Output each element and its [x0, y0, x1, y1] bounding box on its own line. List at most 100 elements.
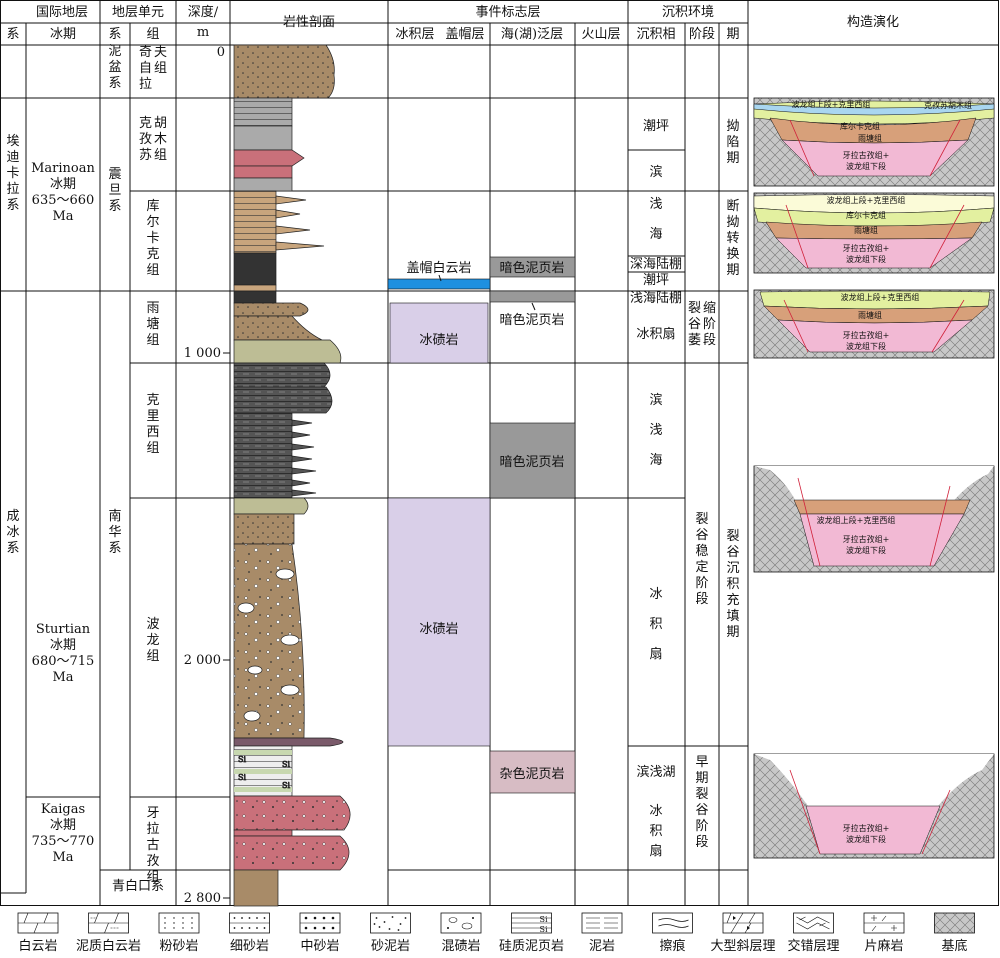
- system-ediacaran: 埃迪卡拉系: [6, 134, 19, 213]
- p1-base: 牙拉古孜组+: [843, 150, 890, 160]
- litho-qizi: [233, 44, 335, 99]
- header-stage: 阶段: [689, 27, 715, 42]
- stage-early-rift: 早期裂谷阶段: [695, 755, 708, 850]
- period-depression: 拗陷期: [726, 119, 739, 166]
- litho-clast-6: [243, 710, 261, 722]
- p4-base: 牙拉古孜组+: [843, 534, 890, 544]
- p2-kuer: 库尔卡克组: [846, 210, 886, 220]
- glacial-kaigas-label: 冰期: [50, 818, 76, 833]
- legend-item-dolomite: 白云岩: [17, 912, 59, 954]
- litho-keqi-dolomite-2: [233, 125, 293, 151]
- glacial-marinoan-age: 635～660: [32, 193, 95, 208]
- group-kuer: 库尔卡克组: [146, 198, 159, 278]
- group-keqi: 克孜苏胡木组: [139, 116, 167, 163]
- stage-column: 裂谷萎缩阶段 裂谷稳定阶段 早期裂谷阶段: [688, 300, 716, 850]
- header-depth-unit: m: [197, 25, 209, 40]
- glacial-kaigas-name: Kaigas: [41, 802, 85, 817]
- litho-clast-3: [280, 634, 300, 646]
- mixed-shale-bar: [489, 750, 576, 794]
- header-system: 系: [6, 27, 19, 42]
- header-glacial-layer: 冰积层: [395, 27, 434, 42]
- facies-littoral-shallow: 滨浅海: [649, 392, 662, 468]
- svg-text:Si: Si: [540, 925, 548, 934]
- legend-item-mudstone: 泥岩: [581, 912, 623, 954]
- header-intl-strat: 国际地层: [36, 5, 88, 20]
- si-label-4: Si: [282, 781, 290, 790]
- legend-label: 白云岩: [18, 938, 57, 954]
- legend-label: 泥岩: [589, 939, 615, 954]
- litho-kuer-sand: [233, 190, 277, 254]
- facies-glacial-fan-3: 冰积扇: [649, 804, 662, 859]
- p1-base2: 波龙组下段: [846, 161, 886, 171]
- group-yutang: 雨塘组: [146, 301, 159, 348]
- facies-shallow-sea: 浅海: [649, 197, 662, 242]
- p5-base2: 波龙组下段: [846, 834, 886, 844]
- glacial-marinoan-unit: Ma: [52, 209, 73, 224]
- cap-dolomite-bar: [387, 278, 491, 290]
- depth-2000: 2 000: [184, 653, 221, 668]
- glacial-marinoan-label: 冰期: [50, 177, 76, 192]
- litho-kelixi-2: [233, 386, 333, 414]
- facies-tidal-flat-2: 潮坪: [643, 273, 669, 288]
- groups-column: 奇自拉夫组 克孜苏胡木组 库尔卡克组 雨塘组 克里西组 波龙组 牙拉古孜组: [139, 44, 167, 885]
- facies-littoral-1: 滨: [649, 164, 662, 180]
- legend-label: 片麻岩: [864, 939, 903, 954]
- p4-base2: 波龙组下段: [846, 545, 886, 555]
- stage-rift-stable: 裂谷稳定阶段: [695, 512, 708, 607]
- legend-label: 基底: [941, 938, 967, 954]
- header-tectonic: 构造演化: [847, 14, 899, 30]
- event-dark-shale-1: 暗色泥页岩: [499, 260, 564, 276]
- lithologic-column: Si Si Si Si: [233, 44, 351, 907]
- header-litho: 岩性剖面: [283, 15, 335, 30]
- glacial-kaigas-age: 735～770: [32, 834, 95, 849]
- header-glacial: 冰期: [50, 27, 76, 42]
- litho-yutang-sand-2: [233, 315, 323, 341]
- depth-2800: 2 800: [184, 891, 221, 906]
- legend-label: 细砂岩: [230, 939, 269, 954]
- litho-kuer-thin: [233, 284, 277, 292]
- legend-label: 混碛岩: [441, 939, 480, 954]
- litho-keqi-red: [233, 149, 305, 167]
- group-kelixi: 克里西组: [146, 393, 159, 456]
- header-sed-env: 沉积环境: [662, 5, 714, 20]
- si-label-1: Si: [238, 755, 246, 764]
- p1-keqi: 克孜苏胡木组: [924, 100, 972, 110]
- dark-shale-bar-1: [489, 256, 576, 278]
- system-qingbaikou: 青白口系: [112, 878, 164, 894]
- system-nipen: 泥盆系: [108, 44, 121, 91]
- event-cap-dolomite: 盖帽白云岩: [406, 260, 471, 276]
- litho-yala-band: [233, 829, 293, 837]
- legend-item-basement: 基底: [934, 912, 975, 954]
- period-rift-fill: 裂谷沉积充填期: [726, 529, 739, 640]
- glacial-kaigas-unit: Ma: [52, 850, 73, 865]
- stage-rift-shrink: 裂谷萎缩阶段: [688, 300, 716, 348]
- litho-bolong-sand: [233, 513, 295, 545]
- litho-keqi-grey: [233, 177, 293, 192]
- p3-base: 牙拉古孜组+: [843, 330, 890, 340]
- group-bolong: 波龙组: [146, 617, 159, 664]
- legend-item-large-cross-bedding: 大型斜层理: [710, 912, 776, 954]
- litho-yutang-sand-1: [233, 302, 309, 317]
- p3-top: 波龙组上段+克里西组: [841, 292, 920, 302]
- depth-column: 0 1 000 2 000 2 800: [184, 45, 230, 906]
- tillite-bar-1: [389, 302, 489, 364]
- litho-kelixi-1: [233, 362, 331, 388]
- period-column: 拗陷期 断拗转换期 裂谷沉积充填期: [726, 119, 739, 640]
- p1-yutang: 雨塘组: [858, 133, 882, 143]
- header-sea-layer: 海(湖)泛层: [501, 27, 563, 42]
- litho-yutang-dark: [233, 290, 277, 304]
- dark-shale-bar-3: [489, 422, 576, 499]
- legend-item-sandy-mudstone: 砂泥岩: [370, 912, 411, 954]
- depth-0: 0: [217, 45, 225, 60]
- event-mixed-shale: 杂色泥页岩: [499, 766, 564, 782]
- system-nanhua: 南华系: [108, 508, 121, 556]
- litho-keqi-dolomite: [233, 97, 293, 127]
- header-period: 期: [726, 27, 739, 42]
- tectonic-panel-1: 波龙组上段+克里西组 克孜苏胡木组 库尔卡克组 雨塘组 牙拉古孜组+ 波龙组下段: [753, 97, 995, 187]
- p4-top: 波龙组上段+克里西组: [817, 515, 896, 525]
- glacial-sturtian-label: 冰期: [50, 638, 76, 653]
